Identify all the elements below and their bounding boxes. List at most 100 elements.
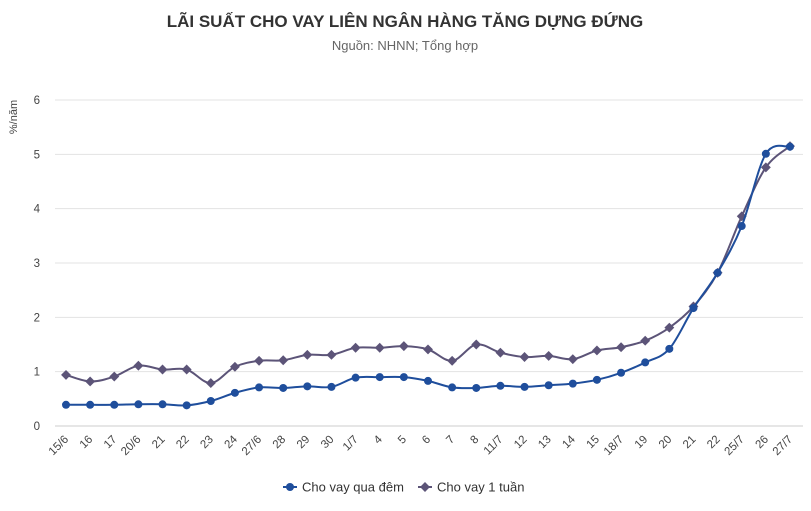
data-point[interactable] <box>134 400 143 409</box>
x-tick-label: 15/6 <box>47 434 71 458</box>
x-tick-label: 8 <box>468 434 481 447</box>
y-tick-label: 4 <box>34 204 41 216</box>
x-tick-label: 13 <box>536 434 554 452</box>
x-tick-label: 20/6 <box>119 434 143 458</box>
chart-title: LÃI SUẤT CHO VAY LIÊN NGÂN HÀNG TĂNG DỰN… <box>167 11 644 31</box>
data-point[interactable] <box>424 376 432 385</box>
data-point[interactable] <box>737 222 746 231</box>
x-tick-label: 21 <box>681 434 699 452</box>
x-tick-label: 25/7 <box>723 434 747 458</box>
data-point[interactable] <box>495 347 506 358</box>
data-point[interactable] <box>158 400 167 409</box>
legend-marker-circle-icon <box>286 483 294 491</box>
x-tick-label: 30 <box>319 434 337 452</box>
data-point[interactable] <box>229 361 240 372</box>
series-1 <box>61 141 795 389</box>
data-point[interactable] <box>447 355 458 366</box>
data-point[interactable] <box>568 379 577 388</box>
data-point[interactable] <box>591 345 602 356</box>
x-tick-label: 27/7 <box>771 434 795 458</box>
data-point[interactable] <box>85 376 96 387</box>
legend-label-one-week: Cho vay 1 tuần <box>437 480 524 495</box>
data-point[interactable] <box>786 142 794 151</box>
data-point[interactable] <box>567 354 578 365</box>
data-point[interactable] <box>641 358 650 367</box>
y-tick-label: 1 <box>34 367 40 379</box>
data-point[interactable] <box>713 268 722 277</box>
data-point[interactable] <box>230 388 239 397</box>
x-tick-label: 24 <box>223 433 241 451</box>
data-point[interactable] <box>399 373 408 382</box>
data-point[interactable] <box>761 149 770 158</box>
data-point[interactable] <box>205 378 216 389</box>
data-point[interactable] <box>206 397 215 406</box>
legend-item-one-week[interactable]: Cho vay 1 tuần <box>418 480 524 495</box>
x-tick-label: 16 <box>78 434 96 452</box>
x-tick-label: 17 <box>102 434 120 452</box>
data-point[interactable] <box>616 342 627 353</box>
data-point[interactable] <box>375 373 384 382</box>
series-0 <box>62 142 794 410</box>
y-axis-ticks: 0 1 2 3 4 5 6 <box>34 95 41 433</box>
x-tick-label: 1/7 <box>341 434 361 454</box>
data-point[interactable] <box>664 322 675 333</box>
data-point[interactable] <box>302 349 313 360</box>
x-tick-label: 19 <box>633 434 651 452</box>
data-point[interactable] <box>374 342 385 353</box>
data-point[interactable] <box>592 375 601 384</box>
data-point[interactable] <box>472 383 481 392</box>
data-point[interactable] <box>254 355 265 366</box>
data-point[interactable] <box>496 381 505 390</box>
x-tick-label: 29 <box>295 434 313 452</box>
data-point[interactable] <box>255 383 264 392</box>
data-point[interactable] <box>157 364 168 375</box>
data-point[interactable] <box>350 342 361 353</box>
data-point[interactable] <box>448 383 457 392</box>
data-point[interactable] <box>278 355 289 366</box>
y-tick-label: 0 <box>34 421 40 433</box>
data-point[interactable] <box>423 344 433 355</box>
legend: Cho vay qua đêm Cho vay 1 tuần <box>283 480 524 495</box>
data-point[interactable] <box>181 364 192 375</box>
data-point[interactable] <box>326 349 337 360</box>
y-tick-label: 5 <box>34 149 40 161</box>
x-tick-label: 23 <box>198 434 216 452</box>
data-point[interactable] <box>351 373 360 382</box>
data-point[interactable] <box>109 371 120 382</box>
data-point[interactable] <box>543 350 554 361</box>
data-point[interactable] <box>640 335 651 346</box>
x-tick-label: 22 <box>174 434 192 452</box>
y-tick-label: 6 <box>34 95 40 107</box>
x-tick-label: 28 <box>271 434 289 452</box>
data-point[interactable] <box>617 368 626 377</box>
x-tick-label: 21 <box>150 434 168 452</box>
data-point[interactable] <box>544 381 553 390</box>
data-point[interactable] <box>327 382 336 391</box>
data-point[interactable] <box>519 352 530 362</box>
x-tick-label: 7 <box>444 434 457 447</box>
data-point[interactable] <box>398 341 409 352</box>
data-point[interactable] <box>279 383 288 392</box>
data-point[interactable] <box>62 400 70 409</box>
data-point[interactable] <box>665 344 674 353</box>
grid <box>55 99 803 427</box>
data-point[interactable] <box>133 360 144 371</box>
x-axis-ticks: 15/6 16 17 20/6 21 22 23 24 27/6 28 29 30 1/7 4 5 6 7 8 11… <box>47 433 795 458</box>
data-point[interactable] <box>760 162 771 173</box>
legend-marker-diamond-icon <box>420 482 430 492</box>
data-point[interactable] <box>471 339 482 350</box>
data-point[interactable] <box>303 382 312 391</box>
x-tick-label: 27/6 <box>240 434 264 458</box>
data-point[interactable] <box>689 304 698 313</box>
x-tick-label: 22 <box>705 434 723 452</box>
data-point[interactable] <box>110 400 119 409</box>
data-point[interactable] <box>182 401 191 410</box>
series-line <box>66 144 791 407</box>
x-tick-label: 14 <box>560 433 578 451</box>
data-point[interactable] <box>86 400 95 409</box>
y-tick-label: 3 <box>34 258 40 270</box>
x-tick-label: 4 <box>372 433 385 446</box>
legend-item-overnight[interactable]: Cho vay qua đêm <box>283 480 404 495</box>
x-tick-label: 11/7 <box>482 434 506 458</box>
data-point[interactable] <box>520 382 529 391</box>
